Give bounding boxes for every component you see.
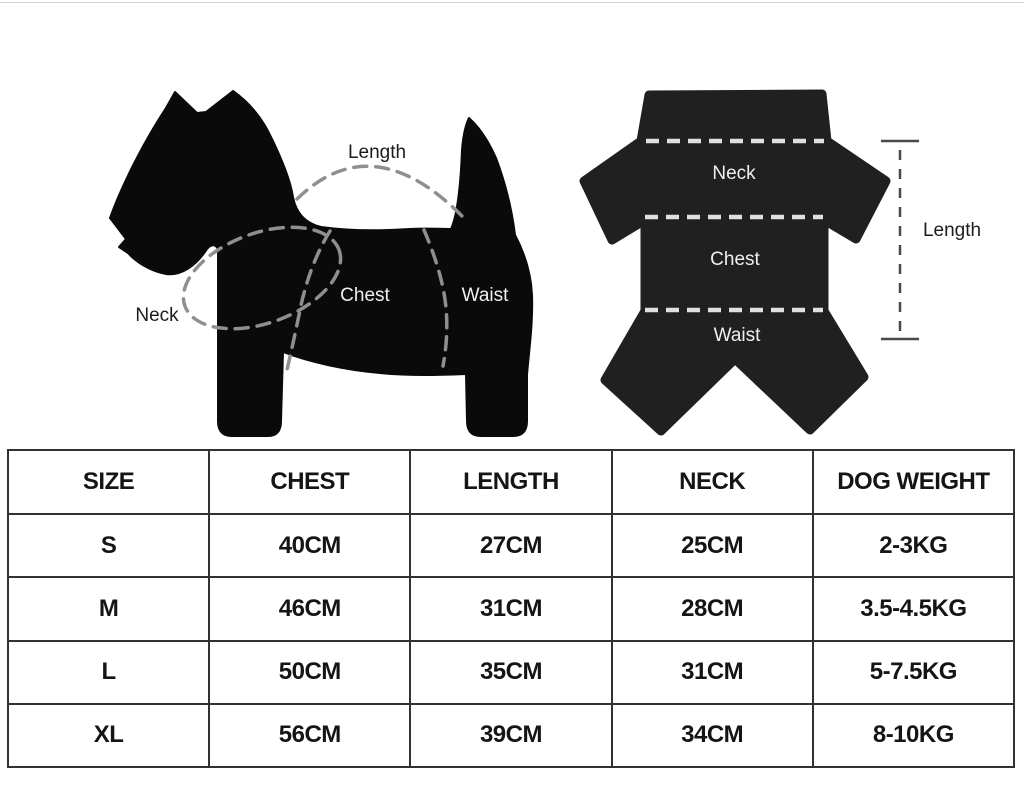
table-cell: 35CM [409,639,613,705]
table-cell: 27CM [409,512,613,579]
dog-waist-label: Waist [462,285,510,306]
table-cell: 5-7.5KG [811,639,1016,705]
table-cell: 31CM [409,576,613,642]
measurement-illustration: Length Neck Chest Waist Neck Chest Waist… [109,89,981,437]
garment-length-label: Length [923,220,981,241]
table-cell: 40CM [208,512,412,579]
dog-chest-measure-line [285,229,332,372]
table-cell: 31CM [610,639,814,705]
size-cell: L [6,639,211,705]
table-cell: 3.5-4.5KG [811,576,1016,642]
size-table: SIZE CHEST LENGTH NECK DOG WEIGHT S 40CM… [6,449,1016,769]
dog-chest-label: Chest [340,285,390,306]
dog-silhouette [109,90,534,437]
dog-length-measure-arc [295,164,464,218]
col-header-chest: CHEST [208,449,412,515]
table-cell: 39CM [409,702,613,769]
table-cell: 8-10KG [811,702,1016,769]
table-cell: 34CM [610,702,814,769]
garment-waist-label: Waist [714,325,762,346]
table-row-m: M 46CM 31CM 28CM 3.5-4.5KG [6,576,1016,642]
dog-length-label: Length [348,142,406,163]
col-header-neck: NECK [610,449,814,515]
table-row-s: S 40CM 27CM 25CM 2-3KG [6,512,1016,579]
garment-length-indicator [881,139,919,341]
table-cell: 28CM [610,576,814,642]
table-cell: 46CM [208,576,412,642]
table-cell: 25CM [610,512,814,579]
col-header-dog-weight: DOG WEIGHT [811,449,1016,515]
dog-neck-measure-loop [181,225,343,331]
col-header-size: SIZE [6,449,211,515]
garment-silhouette [579,89,891,436]
table-row-l: L 50CM 35CM 31CM 5-7.5KG [6,639,1016,705]
table-header-row: SIZE CHEST LENGTH NECK DOG WEIGHT [6,449,1016,515]
size-cell: XL [6,702,211,769]
top-divider [0,2,1024,3]
size-cell: M [6,576,211,642]
table-cell: 50CM [208,639,412,705]
col-header-length: LENGTH [409,449,613,515]
size-cell: S [6,512,211,579]
table-cell: 2-3KG [811,512,1016,579]
garment-neck-label: Neck [712,163,756,184]
table-row-xl: XL 56CM 39CM 34CM 8-10KG [6,702,1016,769]
table-cell: 56CM [208,702,412,769]
dog-neck-label: Neck [135,305,179,326]
garment-chest-label: Chest [710,249,760,270]
dog-waist-measure-line [422,228,449,368]
